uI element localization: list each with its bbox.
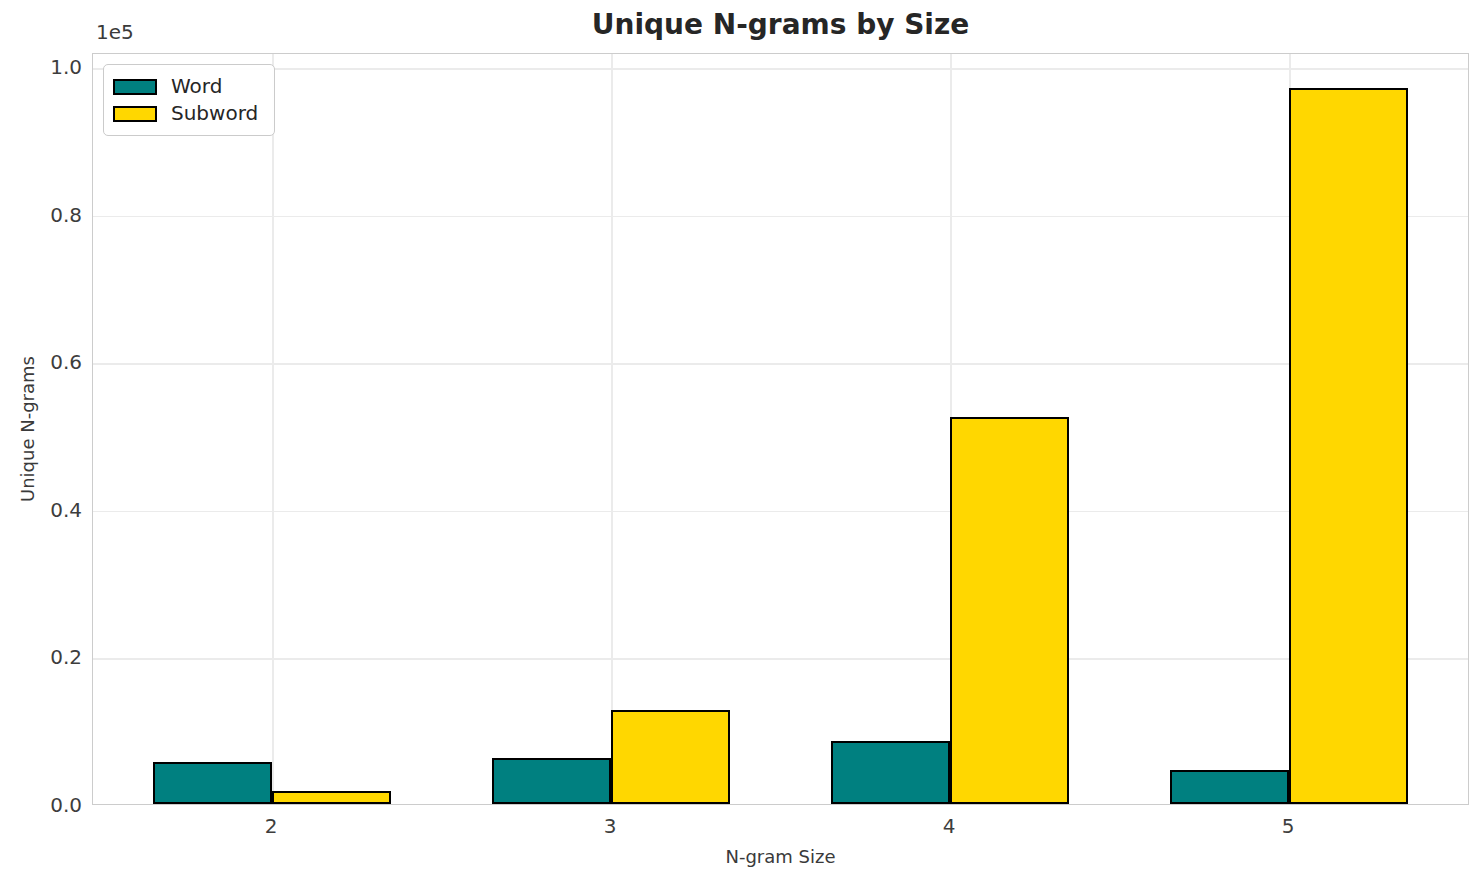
x-tick-label-2: 2 bbox=[241, 814, 301, 838]
legend-label-word: Word bbox=[171, 73, 222, 100]
y-tick-label-1.0: 1.0 bbox=[0, 55, 82, 79]
y-tick-label-0.8: 0.8 bbox=[0, 203, 82, 227]
bar-word-3 bbox=[492, 758, 611, 804]
legend-label-subword: Subword bbox=[171, 100, 258, 127]
legend-item-subword: Subword bbox=[113, 100, 258, 127]
y-tick-label-0.4: 0.4 bbox=[0, 498, 82, 522]
y-tick-label-0.2: 0.2 bbox=[0, 645, 82, 669]
y-tick-label-0.0: 0.0 bbox=[0, 793, 82, 817]
word-series-swatch bbox=[113, 79, 157, 95]
plot-area: Word Subword bbox=[92, 53, 1469, 805]
h-gridline-20000 bbox=[93, 658, 1468, 660]
bar-subword-5 bbox=[1289, 88, 1408, 804]
bar-subword-4 bbox=[950, 417, 1069, 804]
h-gridline-60000 bbox=[93, 363, 1468, 365]
legend-item-word: Word bbox=[113, 73, 258, 100]
bar-word-5 bbox=[1170, 770, 1289, 804]
legend: Word Subword bbox=[103, 64, 275, 136]
chart-title: Unique N-grams by Size bbox=[92, 8, 1469, 41]
figure: Unique N-grams by Size 1e5 Unique N-gram… bbox=[0, 0, 1484, 885]
bar-subword-2 bbox=[272, 791, 391, 804]
x-tick-label-3: 3 bbox=[580, 814, 640, 838]
bar-word-2 bbox=[153, 762, 272, 804]
y-axis-offset-text: 1e5 bbox=[96, 20, 134, 44]
subword-series-swatch bbox=[113, 106, 157, 122]
y-axis-label: Unique N-grams bbox=[17, 356, 38, 502]
h-gridline-100000 bbox=[93, 68, 1468, 70]
x-axis-label: N-gram Size bbox=[92, 846, 1469, 867]
x-tick-label-5: 5 bbox=[1258, 814, 1318, 838]
h-gridline-80000 bbox=[93, 216, 1468, 218]
x-tick-label-4: 4 bbox=[919, 814, 979, 838]
v-gridline-2 bbox=[272, 54, 274, 804]
bar-word-4 bbox=[831, 741, 950, 804]
v-gridline-3 bbox=[611, 54, 613, 804]
bar-subword-3 bbox=[611, 710, 730, 804]
h-gridline-40000 bbox=[93, 511, 1468, 513]
y-tick-label-0.6: 0.6 bbox=[0, 350, 82, 374]
